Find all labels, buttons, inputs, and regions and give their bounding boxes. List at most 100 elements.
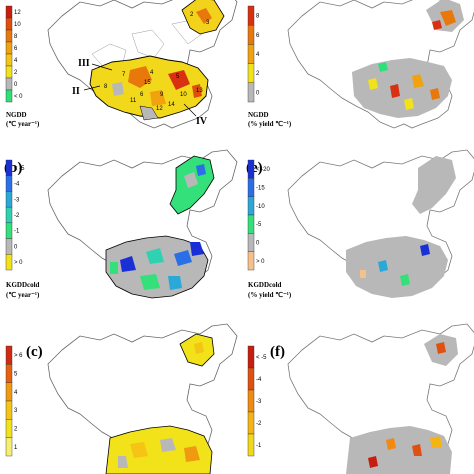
province-number: 9: [160, 92, 164, 98]
province-number: 4: [150, 70, 154, 76]
province-number: 6: [140, 92, 144, 98]
legend-tick-label: 12: [14, 10, 21, 16]
region-label-III: III: [78, 58, 90, 69]
province-number: 5: [176, 74, 180, 80]
legend-swatch: [5, 364, 13, 383]
province-number: 11: [130, 98, 137, 104]
legend-swatch: [5, 400, 13, 420]
region-south-b: [105, 235, 209, 299]
province-numbers: 2 3 4 5 6 7 8 9 10 11 12 13 14 15: [104, 12, 210, 112]
legend-tick-label: -2: [256, 421, 262, 427]
legend-swatch: [247, 5, 255, 26]
legend-b: < -5 -4 -3 -2 -1 0 > 0: [5, 159, 25, 271]
legend-tick-label: 0: [14, 82, 18, 88]
legend-swatch: [247, 178, 255, 197]
province-number: 15: [144, 80, 151, 86]
province-number: 8: [104, 84, 108, 90]
legend-tick-label: -1: [14, 229, 20, 235]
legend-tick-label: -3: [256, 399, 262, 405]
legend-swatch: [247, 63, 255, 83]
legend-tick-label: 10: [14, 22, 21, 28]
legend-f: < -5 -4 -3 -2 -1: [247, 345, 267, 457]
legend-a: 12 10 8 6 4 2 0 < 0: [5, 5, 23, 103]
region-northeast-e: [412, 156, 456, 214]
legend-tick-label: < 0: [14, 94, 23, 100]
legend-tick-label: -10: [256, 204, 265, 210]
legend-tick-label: -2: [14, 213, 20, 219]
legend-tick-label: -3: [14, 197, 20, 203]
panel-c: (c) > 6 5 4 3 2 1: [5, 323, 238, 474]
legend-swatch: [5, 77, 13, 91]
legend-swatch: [5, 382, 13, 402]
legend-tick-label: -1: [256, 443, 262, 449]
legend-swatch: [5, 41, 13, 55]
legend-tick-label: > 0: [256, 259, 265, 265]
province-number: 7: [122, 72, 126, 78]
legend-tick-label: 4: [14, 58, 18, 64]
legend-d: 8 6 4 2 0: [247, 5, 260, 103]
province-number: 2: [190, 12, 194, 18]
legend-swatch: [247, 159, 255, 179]
legend-swatch: [247, 389, 255, 413]
legend-swatch: [247, 433, 255, 457]
panel-b: (b) < -5-4-3-2-10> 0 KGDDcold (℃ year⁻¹): [4, 149, 238, 299]
legend-tick-label: 4: [14, 390, 18, 396]
legend-swatch: [5, 206, 13, 224]
legend-tick-label: 4: [256, 52, 260, 58]
province-number: 13: [196, 88, 203, 94]
legend-unit-e: (% yield ℃⁻¹): [248, 291, 292, 299]
panel-a: III II IV 2 3 4 5 6 7 8 9 10 11 12 13 14 15 12 10 8 6 4 2 0…: [5, 0, 238, 129]
legend-tick-label: 8: [14, 34, 18, 40]
legend-swatch: [247, 411, 255, 435]
panel-f: (f) < -5 -4 -3 -2 -1: [247, 323, 474, 474]
panel-label-c: (c): [26, 344, 43, 360]
province-number: 14: [168, 102, 175, 108]
legend-swatch: [5, 29, 13, 43]
legend-swatch: [247, 25, 255, 45]
legend-swatch: [247, 345, 255, 369]
legend-tick-label: 2: [256, 71, 260, 77]
legend-title-b: KGDDcold: [6, 281, 40, 289]
region-south-e: [346, 236, 448, 298]
legend-c: > 6 5 4 3 2 1: [5, 345, 23, 457]
legend-swatch: [5, 345, 13, 365]
region-label-IV: IV: [196, 116, 208, 127]
legend-tick-label: < -5: [14, 166, 25, 172]
legend-unit-a: (℃ year⁻¹): [6, 120, 40, 128]
legend-tick-label: 2: [14, 70, 18, 76]
legend-swatch: [5, 437, 13, 457]
legend-tick-label: 6: [14, 46, 18, 52]
legend-tick-label: -4: [256, 377, 262, 383]
legend-swatch: [5, 89, 13, 103]
legend-title-a: NGDD: [6, 111, 27, 119]
panel-d: 8 6 4 2 0 NGDD (% yield ℃⁻¹): [247, 0, 474, 129]
legend-swatch: [5, 222, 13, 239]
legend-swatch: [247, 251, 255, 271]
legend-swatch: [5, 191, 13, 208]
legend-tick-label: < -20: [256, 167, 271, 173]
legend-tick-label: -5: [256, 222, 262, 228]
legend-tick-label: 5: [14, 372, 18, 378]
legend-swatch: [247, 44, 255, 64]
legend-tick-label: -4: [14, 182, 20, 188]
legend-swatch: [247, 367, 255, 391]
region-south-c: [105, 425, 213, 474]
legend-swatch: [5, 65, 13, 79]
legend-tick-label: > 0: [14, 260, 23, 266]
legend-title-e: KGDDcold: [248, 281, 282, 289]
legend-tick-label: 1: [14, 445, 18, 451]
province-number: 3: [206, 20, 210, 26]
legend-tick-label: 8: [256, 14, 260, 20]
province-number: 12: [156, 106, 163, 112]
legend-swatch: [5, 254, 13, 271]
legend-swatch: [5, 175, 13, 192]
legend-tick-label: > 6: [14, 353, 23, 359]
region-label-II: II: [72, 86, 80, 97]
legend-tick-label: < -5: [256, 355, 267, 361]
legend-unit-d: (% yield ℃⁻¹): [248, 120, 292, 128]
legend-e: < -20 -15 -10 -5 0 > 0: [247, 159, 271, 271]
legend-swatch: [247, 196, 255, 216]
legend-swatch: [247, 233, 255, 252]
legend-tick-label: 0: [14, 244, 18, 250]
